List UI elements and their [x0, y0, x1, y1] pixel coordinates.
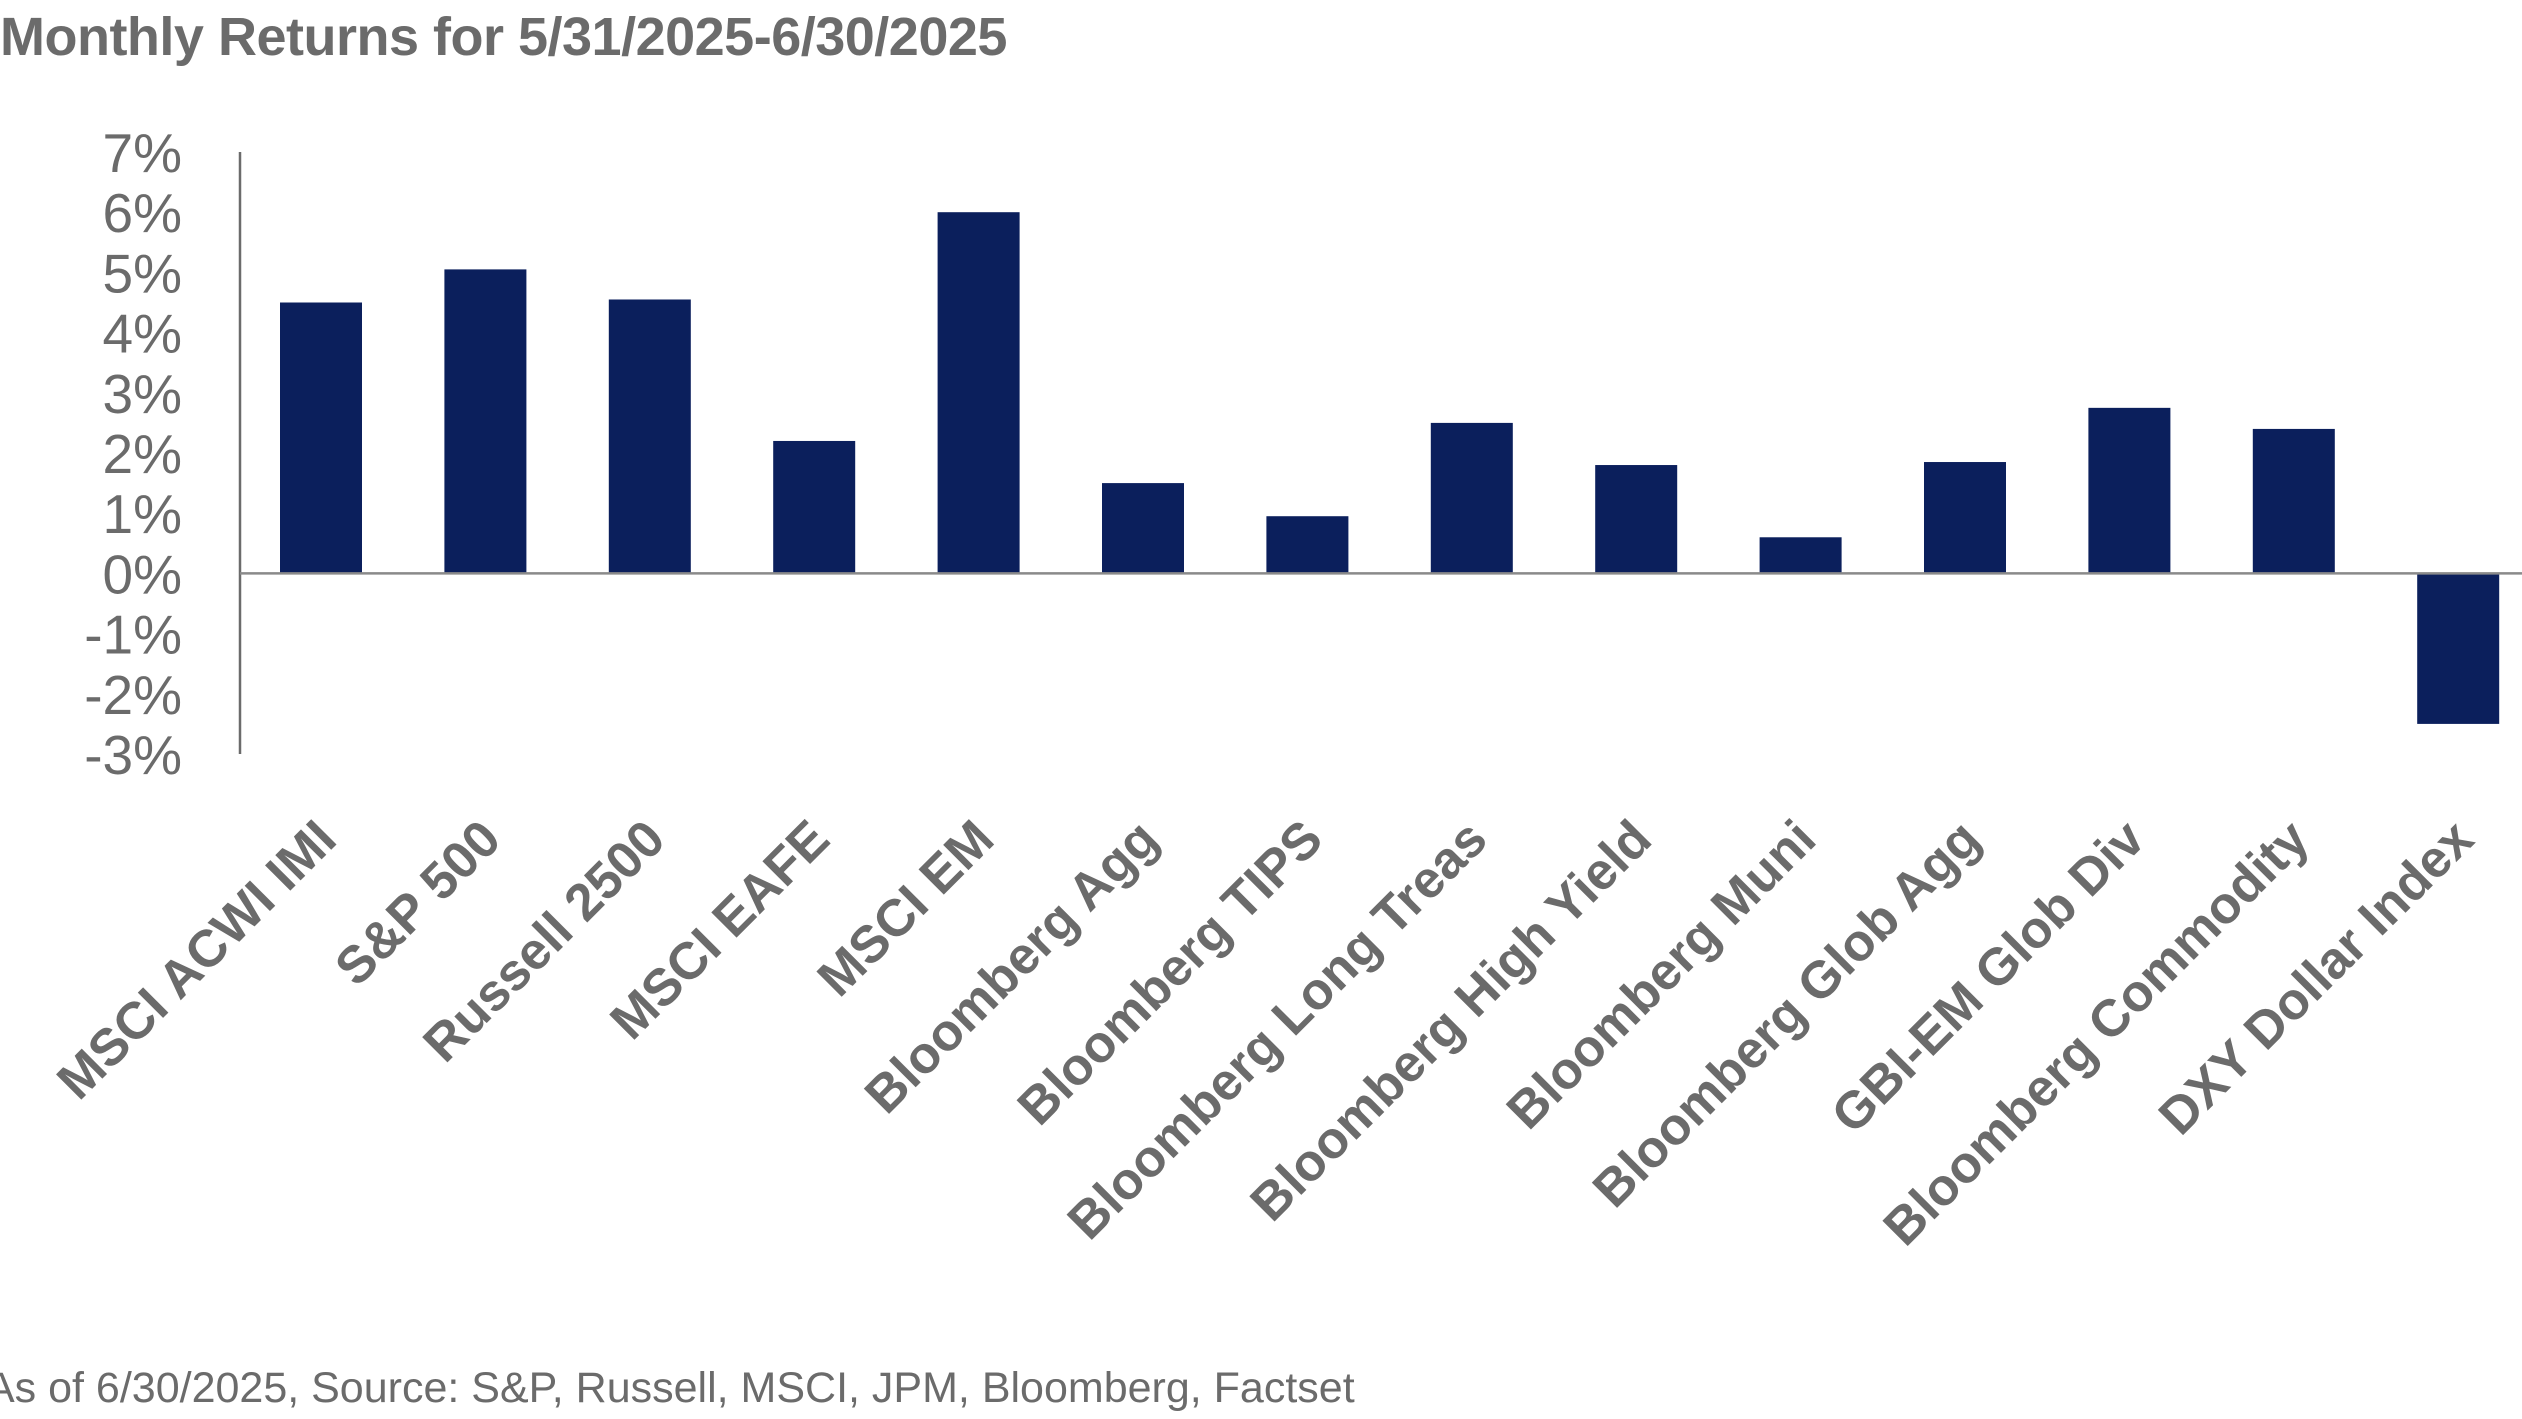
bar — [2417, 573, 2500, 724]
chart-title: Monthly Returns for 5/31/2025-6/30/2025 — [0, 7, 1007, 67]
y-tick-label: 4% — [103, 303, 183, 365]
bars — [280, 212, 2500, 724]
y-tick-label: 2% — [103, 423, 183, 485]
x-tick-label: DXY Dollar Index — [2148, 809, 2485, 1146]
y-axis: 7%6%5%4%3%2%1%0%-1%-2%-3% — [84, 122, 242, 786]
x-tick-label: GBI-EM Glob Div — [1821, 809, 2156, 1144]
bar — [444, 269, 527, 574]
bar — [1266, 516, 1349, 574]
bar — [937, 212, 1020, 574]
bar — [2252, 428, 2335, 574]
bar — [1102, 483, 1184, 574]
y-tick-label: 0% — [103, 543, 183, 605]
bar — [1430, 422, 1513, 574]
y-tick-label: 6% — [103, 182, 183, 244]
y-tick-label: 3% — [103, 363, 183, 425]
x-tick-label: MSCI ACWI IMI — [46, 809, 347, 1110]
y-tick-label: 7% — [103, 122, 183, 184]
x-tick-label: Bloomberg Muni — [1496, 809, 1827, 1140]
x-tick-label: Bloomberg Agg — [854, 809, 1169, 1124]
bar — [2088, 407, 2171, 574]
bar — [1759, 537, 1842, 574]
y-tick-label: 1% — [103, 483, 183, 545]
bar — [773, 440, 856, 574]
source-note: As of 6/30/2025, Source: S&P, Russell, M… — [0, 1364, 1355, 1412]
y-tick-label: -3% — [84, 724, 182, 786]
y-tick-label: -1% — [84, 604, 182, 666]
y-tick-label: -2% — [84, 664, 182, 726]
bar — [1924, 462, 2006, 574]
bar — [608, 299, 691, 574]
bar — [280, 302, 362, 574]
bar — [1595, 465, 1678, 574]
y-tick-label: 5% — [103, 242, 183, 304]
x-tick-label: Bloomberg TIPS — [1007, 809, 1334, 1136]
